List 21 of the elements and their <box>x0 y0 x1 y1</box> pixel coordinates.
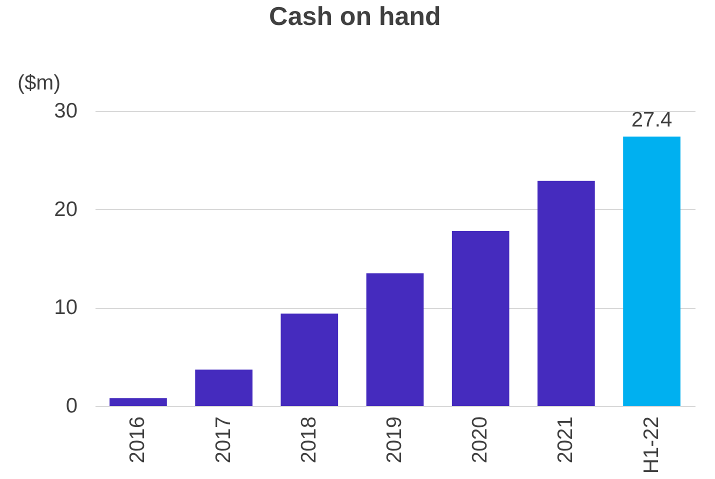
bar <box>366 273 424 406</box>
x-tick-label: 2017 <box>212 416 235 464</box>
bar <box>280 314 338 406</box>
y-tick-label: 20 <box>54 198 78 221</box>
x-tick-label: 2018 <box>297 416 320 464</box>
bar <box>195 370 252 406</box>
y-tick-label: 10 <box>54 296 78 320</box>
x-tick-label: 2019 <box>383 416 406 464</box>
y-axis-title: ($m) <box>18 72 61 94</box>
x-tick-label: 2020 <box>468 416 492 464</box>
data-label: 27.4 <box>631 108 673 132</box>
bar <box>538 180 595 406</box>
chart-title: Cash on hand <box>269 1 441 31</box>
x-tick-label: 2021 <box>554 416 578 464</box>
y-tick-label: 30 <box>54 100 78 122</box>
x-tick-label: 2016 <box>126 416 150 464</box>
x-tick-label: H1-22 <box>640 416 663 474</box>
bar <box>623 136 680 406</box>
y-tick-label: 0 <box>66 394 78 418</box>
bar <box>110 398 167 406</box>
bar <box>452 230 510 406</box>
